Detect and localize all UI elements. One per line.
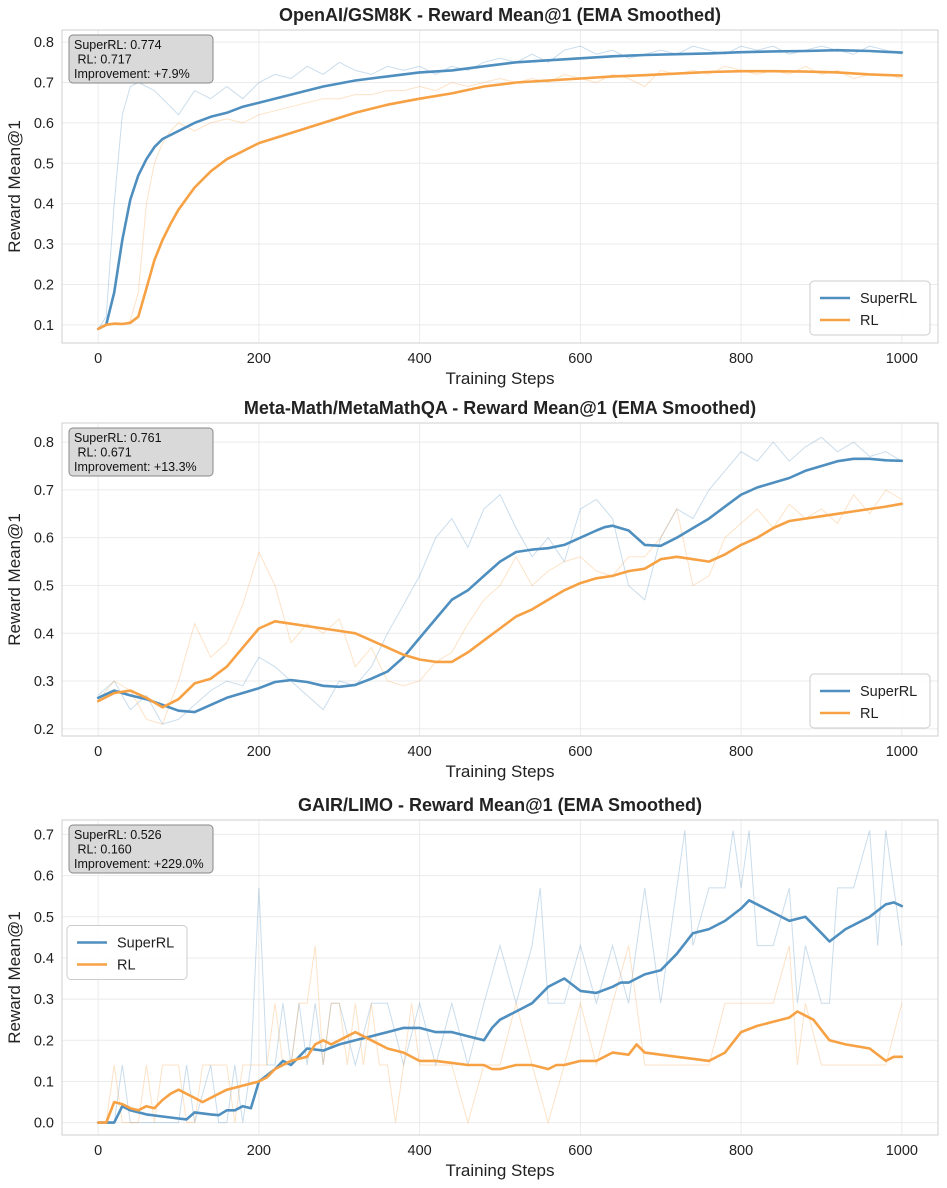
y-tick-label: 0.8 — [34, 35, 54, 51]
x-tick-label: 600 — [568, 744, 592, 760]
chart-title: Meta-Math/MetaMathQA - Reward Mean@1 (EM… — [244, 398, 756, 418]
x-tick-label: 0 — [94, 1143, 102, 1159]
stats-annotation-box — [68, 34, 214, 84]
legend-box — [809, 280, 931, 336]
y-tick-label: 0.3 — [34, 674, 54, 690]
charts-root: 0 200 400 600 800 1000 0.1 0.2 0.3 0.4 0.5 0.6 0.7 0.… — [5, 5, 939, 1180]
y-tick-label: 0.5 — [34, 156, 54, 172]
stats-annotation-line: SuperRL: 0.761 — [74, 431, 162, 445]
x-axis-label: Training Steps — [446, 762, 555, 781]
legend-label-superrl: SuperRL — [860, 684, 917, 700]
series-rl-raw-line — [98, 945, 903, 1125]
y-tick-label: 0.7 — [34, 76, 54, 92]
y-tick-label: 0.8 — [34, 435, 54, 451]
x-tick-label: 400 — [408, 744, 432, 760]
series-group — [96, 436, 904, 725]
x-tick-label: 800 — [729, 1143, 753, 1159]
series-superrl-raw-line — [97, 436, 903, 725]
legend-label-superrl: SuperRL — [860, 291, 917, 307]
y-tick-label: 0.1 — [34, 318, 54, 334]
stats-annotation-line: RL: 0.160 — [74, 843, 132, 857]
chart-0: 0 200 400 600 800 1000 0.1 0.2 0.3 0.4 0.5 0.6 0.7 0.… — [5, 5, 939, 388]
legend-label-rl: RL — [860, 706, 879, 722]
series-rl-smoothed-line — [96, 502, 904, 709]
stats-annotation-line: SuperRL: 0.774 — [74, 38, 162, 52]
legend-box — [809, 673, 931, 729]
y-tick-label: 0.5 — [34, 578, 54, 594]
chart-title: GAIR/LIMO - Reward Mean@1 (EMA Smoothed) — [298, 795, 702, 815]
series-group — [96, 830, 904, 1125]
legend-box — [66, 925, 188, 980]
y-tick-label: 0.6 — [34, 116, 54, 132]
y-tick-label: 0.2 — [34, 722, 54, 738]
y-axis-label: Reward Mean@1 — [5, 513, 24, 646]
chart-1: 0 200 400 600 800 1000 0.2 0.3 0.4 0.5 0.6 0.7 0.8 Me… — [5, 398, 939, 781]
y-tick-label: 0.5 — [34, 910, 54, 926]
series-group — [96, 45, 904, 331]
series-rl-raw-line — [97, 65, 902, 330]
y-tick-label: 0.4 — [34, 951, 54, 967]
x-axis-label: Training Steps — [446, 369, 555, 388]
series-rl-smoothed-line — [96, 1010, 904, 1124]
x-tick-label: 800 — [729, 744, 753, 760]
x-tick-label: 600 — [568, 351, 592, 367]
chart-2: 0 200 400 600 800 1000 0.0 0.1 0.2 0.3 0.4 0.5 0.6 0.… — [5, 795, 939, 1180]
y-tick-label: 0.6 — [34, 531, 54, 547]
series-superrl-smoothed-line — [96, 457, 904, 714]
y-tick-label: 0.7 — [34, 827, 54, 843]
x-tick-label: 0 — [94, 351, 102, 367]
x-tick-label: 200 — [247, 1143, 271, 1159]
y-tick-label: 0.4 — [34, 626, 54, 642]
y-axis-label: Reward Mean@1 — [5, 911, 24, 1044]
stats-annotation-box — [68, 824, 214, 874]
y-axis-label: Reward Mean@1 — [5, 120, 24, 253]
stats-annotation-line: SuperRL: 0.526 — [74, 828, 162, 842]
x-tick-label: 200 — [247, 351, 271, 367]
x-axis-label: Training Steps — [446, 1161, 555, 1180]
series-superrl-smoothed-line — [96, 898, 904, 1124]
y-tick-label: 0.4 — [34, 197, 54, 213]
series-superrl-smoothed-line — [96, 48, 904, 331]
x-tick-label: 1000 — [886, 1143, 918, 1159]
legend-label-rl: RL — [117, 958, 136, 974]
x-tick-label: 200 — [247, 744, 271, 760]
plot-frame — [61, 422, 939, 737]
series-rl-raw-line — [97, 489, 903, 725]
x-tick-label: 800 — [729, 351, 753, 367]
stats-annotation-line: Improvement: +7.9% — [74, 67, 190, 81]
x-tick-label: 400 — [408, 1143, 432, 1159]
x-tick-label: 600 — [568, 1143, 592, 1159]
legend-label-superrl: SuperRL — [117, 936, 174, 952]
x-tick-label: 1000 — [886, 351, 918, 367]
plot-frame — [61, 819, 939, 1136]
stats-annotation-line: Improvement: +13.3% — [74, 460, 197, 474]
y-tick-label: 0.6 — [34, 869, 54, 885]
legend-label-rl: RL — [860, 313, 879, 329]
y-tick-label: 0.2 — [34, 1033, 54, 1049]
y-tick-label: 0.3 — [34, 992, 54, 1008]
stats-annotation-line: RL: 0.717 — [74, 53, 132, 67]
x-tick-label: 0 — [94, 744, 102, 760]
y-tick-label: 0.7 — [34, 483, 54, 499]
stats-annotation-box — [68, 427, 214, 477]
plot-frame — [61, 29, 939, 344]
chart-title: OpenAI/GSM8K - Reward Mean@1 (EMA Smooth… — [279, 5, 721, 25]
x-tick-label: 1000 — [886, 744, 918, 760]
y-tick-label: 0.0 — [34, 1116, 54, 1132]
y-tick-label: 0.3 — [34, 237, 54, 253]
y-tick-label: 0.2 — [34, 277, 54, 293]
series-rl-smoothed-line — [96, 69, 904, 331]
stats-annotation-line: RL: 0.671 — [74, 446, 132, 460]
x-tick-label: 400 — [408, 351, 432, 367]
y-tick-label: 0.1 — [34, 1074, 54, 1090]
stats-annotation-line: Improvement: +229.0% — [74, 857, 204, 871]
